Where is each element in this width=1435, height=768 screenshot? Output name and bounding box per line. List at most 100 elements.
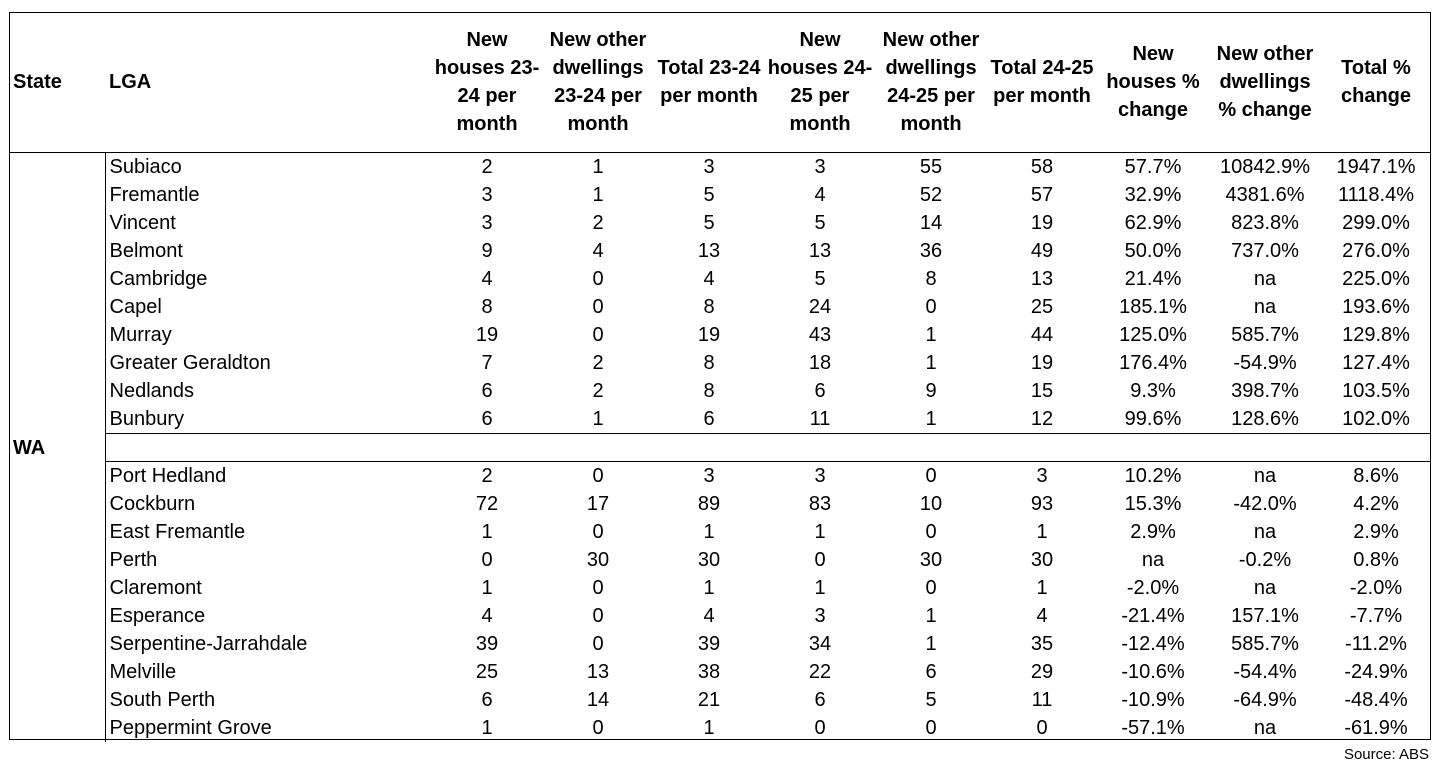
- value-cell: 5: [703, 212, 715, 234]
- value-cell: 15: [1030, 380, 1054, 402]
- value-cell: 0: [592, 324, 604, 346]
- lga-cell: Vincent: [104, 209, 431, 237]
- value-cell: 2: [592, 212, 604, 234]
- value-cell: 3: [814, 465, 826, 487]
- value-cell: 11: [1031, 689, 1053, 711]
- table-row: Peppermint Grove 1 0 1 0 0 0 -57.1% na -61.9%: [9, 714, 1431, 742]
- lga-cell: East Fremantle: [104, 518, 431, 546]
- value-cell: 276.0%: [1342, 240, 1410, 262]
- value-cell: -2.0%: [1126, 577, 1180, 599]
- value-cell: 0.8%: [1353, 549, 1399, 571]
- value-cell: 50.0%: [1124, 240, 1182, 262]
- lga-cell: Greater Geraldton: [104, 349, 431, 377]
- value-cell: 1: [481, 717, 493, 739]
- lga-cell: Melville: [104, 658, 431, 686]
- value-cell: 1: [925, 352, 937, 374]
- value-cell: 103.5%: [1342, 380, 1410, 402]
- value-cell: 3: [703, 156, 715, 178]
- value-cell: 1: [814, 521, 826, 543]
- value-cell: 0: [925, 717, 937, 739]
- value-cell: 0: [592, 268, 604, 290]
- value-cell: -10.6%: [1121, 661, 1185, 683]
- value-cell: 21: [697, 689, 721, 711]
- value-cell: 2: [481, 156, 493, 178]
- lga-cell: Cambridge: [104, 265, 431, 293]
- table-row: Port Hedland 2 0 3 3 0 3 10.2% na 8.6%: [9, 461, 1431, 490]
- value-cell: 823.8%: [1231, 212, 1299, 234]
- value-cell: 0: [592, 521, 604, 543]
- value-cell: 5: [814, 268, 826, 290]
- value-cell: 8: [481, 296, 493, 318]
- value-cell: 9: [481, 240, 493, 262]
- value-cell: 13: [586, 661, 610, 683]
- value-cell: 30: [697, 549, 721, 571]
- value-cell: na: [1141, 549, 1165, 571]
- value-cell: 0: [481, 549, 493, 571]
- value-cell: 0: [1036, 717, 1048, 739]
- value-cell: 89: [697, 493, 721, 515]
- value-cell: 8.6%: [1353, 465, 1399, 487]
- value-cell: 8: [703, 296, 715, 318]
- value-cell: 49: [1030, 240, 1054, 262]
- value-cell: 32.9%: [1124, 184, 1182, 206]
- value-cell: 3: [481, 184, 493, 206]
- value-cell: 157.1%: [1231, 605, 1299, 627]
- value-cell: 4.2%: [1353, 493, 1399, 515]
- table-row: Bunbury 6 1 6 11 1 12 99.6% 128.6% 102.0%: [9, 405, 1431, 434]
- lga-cell: Peppermint Grove: [104, 714, 431, 742]
- value-cell: 10.2%: [1124, 465, 1182, 487]
- lga-cell: Fremantle: [104, 181, 431, 209]
- value-cell: 4: [703, 268, 715, 290]
- value-cell: 6: [481, 689, 493, 711]
- table-body: WA Subiaco 2 1 3 3 55 58 57.7% 10842.9% 1947.1% Fre…: [9, 152, 1431, 742]
- value-cell: na: [1253, 296, 1277, 318]
- value-cell: 1: [1036, 521, 1048, 543]
- value-cell: -42.0%: [1233, 493, 1297, 515]
- value-cell: 585.7%: [1231, 324, 1299, 346]
- value-cell: 3: [814, 605, 826, 627]
- value-cell: 6: [703, 408, 715, 430]
- table-row: South Perth 6 14 21 6 5 11 -10.9% -64.9% -48.4%: [9, 686, 1431, 714]
- value-cell: 128.6%: [1231, 408, 1299, 430]
- separator-cell: [104, 433, 1431, 462]
- lga-cell: Perth: [104, 546, 431, 574]
- value-cell: -21.4%: [1121, 605, 1185, 627]
- header-houses-pct-change: New houses % change: [1097, 12, 1209, 153]
- value-cell: 2: [481, 465, 493, 487]
- value-cell: 0: [925, 577, 937, 599]
- value-cell: -61.9%: [1344, 717, 1408, 739]
- dwellings-table: State LGA New houses 23-24 per month New…: [9, 12, 1431, 742]
- value-cell: 13: [1030, 268, 1054, 290]
- value-cell: 737.0%: [1231, 240, 1299, 262]
- value-cell: 38: [697, 661, 721, 683]
- value-cell: 19: [697, 324, 721, 346]
- value-cell: 29: [1030, 661, 1054, 683]
- separator-row: [9, 433, 1431, 462]
- value-cell: 4: [703, 605, 715, 627]
- lga-cell: Subiaco: [104, 152, 431, 181]
- source-note: Source: ABS: [1343, 746, 1429, 763]
- value-cell: 72: [475, 493, 499, 515]
- value-cell: 4381.6%: [1225, 184, 1305, 206]
- table-row: Vincent 3 2 5 5 14 19 62.9% 823.8% 299.0%: [9, 209, 1431, 237]
- header-other-pct-change: New other dwellings % change: [1209, 12, 1321, 153]
- value-cell: 1: [703, 717, 715, 739]
- value-cell: 1: [592, 408, 604, 430]
- value-cell: 19: [475, 324, 499, 346]
- value-cell: 14: [586, 689, 610, 711]
- value-cell: 10: [919, 493, 943, 515]
- value-cell: 1118.4%: [1338, 184, 1414, 206]
- value-cell: -57.1%: [1121, 717, 1185, 739]
- value-cell: 1: [925, 633, 937, 655]
- table-row: Serpentine-Jarrahdale 39 0 39 34 1 35 -12.4% 585…: [9, 630, 1431, 658]
- value-cell: 25: [1030, 296, 1054, 318]
- header-new-other-2425: New other dwellings 24-25 per month: [875, 12, 987, 153]
- value-cell: 57: [1030, 184, 1054, 206]
- value-cell: 585.7%: [1231, 633, 1299, 655]
- value-cell: 1: [925, 324, 937, 346]
- value-cell: 15.3%: [1124, 493, 1182, 515]
- value-cell: 2.9%: [1353, 521, 1399, 543]
- value-cell: 6: [814, 689, 826, 711]
- value-cell: 9: [925, 380, 937, 402]
- value-cell: 0: [925, 465, 937, 487]
